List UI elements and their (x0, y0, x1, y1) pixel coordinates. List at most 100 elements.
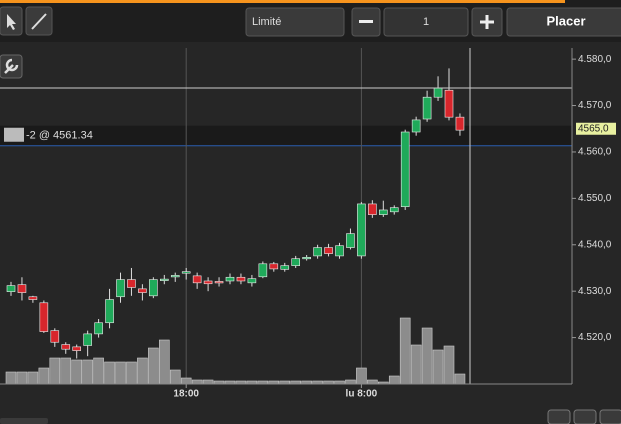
zoom-out-button[interactable] (573, 409, 597, 424)
candle-body (280, 265, 290, 270)
candle-body (50, 330, 60, 343)
candle-body (247, 278, 257, 284)
candle-body (357, 203, 366, 257)
volume-bar (421, 327, 433, 385)
y-tick-label: 4.570,0 (578, 100, 612, 111)
line-icon (31, 13, 47, 30)
zoom-in-button[interactable] (599, 409, 621, 424)
candle-body (138, 288, 147, 293)
candle-body (302, 257, 311, 260)
volume-bar (93, 357, 104, 385)
candle-body (105, 299, 114, 324)
candle-body (422, 96, 432, 120)
volume-bar (169, 369, 181, 385)
volume-bar (388, 375, 400, 385)
candle-body (225, 276, 235, 282)
candle-body (203, 280, 213, 285)
candle-body (127, 279, 136, 288)
candle-body (192, 275, 202, 284)
candle-body (411, 119, 421, 133)
last-price-label: 4565,0 (578, 123, 609, 134)
y-tick-label: 4.520,0 (578, 332, 612, 343)
minus-icon (359, 20, 373, 23)
candle-body (346, 233, 355, 248)
volume-bar (148, 347, 159, 385)
volume-bar (399, 317, 411, 385)
place-button[interactable] (506, 7, 621, 37)
volume-bar (432, 349, 444, 385)
wrench-icon (4, 58, 19, 74)
candle-body (160, 278, 169, 281)
volume-bar (60, 357, 72, 385)
candle-body (149, 279, 158, 297)
order-type-select[interactable] (245, 7, 345, 37)
candle-body (400, 131, 410, 208)
candle-body (181, 271, 191, 274)
volume-bar (356, 367, 367, 385)
volume-bar (27, 371, 39, 385)
volume-bar (49, 357, 61, 385)
y-tick-label: 4.540,0 (578, 239, 612, 250)
last-price-box (576, 122, 616, 135)
volume-bar (367, 379, 378, 385)
y-tick-label: 4.550,0 (578, 193, 612, 204)
candle-body (236, 276, 246, 282)
plus-icon (480, 15, 494, 29)
volume-bar (180, 377, 192, 385)
order-band (0, 125, 572, 146)
order-type: Limité (252, 16, 281, 28)
volume-bar (443, 345, 455, 385)
candle-body (378, 209, 388, 215)
candle-body (313, 247, 322, 257)
order-label: -2 @ 4561.34 (26, 130, 93, 142)
volume-bar (137, 357, 148, 385)
volume-bar (104, 361, 115, 385)
candle-body (368, 203, 377, 215)
candle-body (269, 263, 279, 270)
volume-bar (159, 339, 170, 385)
volume-bar (202, 379, 214, 385)
candle-body (170, 275, 180, 278)
x-tick-label: lu 8:00 (346, 389, 378, 400)
quantity-input[interactable] (383, 7, 469, 37)
accent-bar (0, 0, 565, 3)
y-tick-label: 4.530,0 (578, 286, 612, 297)
volume-bar (191, 379, 203, 385)
candle-body (94, 322, 103, 335)
candle-body (116, 279, 125, 298)
candle-body (83, 333, 92, 346)
candle-body (324, 247, 333, 254)
volume-bar (71, 359, 82, 385)
candle-body (335, 245, 344, 257)
candle-body (389, 207, 399, 213)
pointer-icon (7, 14, 16, 30)
volume-bar (5, 371, 17, 385)
volume-bar (410, 344, 422, 385)
volume-bar (82, 359, 93, 385)
candle-body (6, 285, 16, 292)
volume-bar (16, 371, 28, 385)
volume-bar (345, 379, 356, 385)
scroll-bar[interactable] (0, 418, 48, 424)
candle-body (72, 346, 81, 351)
candle-body (444, 89, 454, 118)
candle-body (39, 302, 49, 332)
back-button[interactable] (547, 409, 571, 424)
place-label: Placer (546, 13, 585, 28)
candle-body (61, 344, 71, 350)
volume-bar (38, 367, 50, 385)
y-tick-label: 4.560,0 (578, 147, 612, 158)
candle-body (258, 263, 268, 278)
candle-body (28, 296, 38, 300)
volume-bar (115, 361, 126, 385)
volume-bar (454, 373, 466, 385)
candle-body (17, 284, 27, 293)
candle-body (455, 116, 465, 131)
quantity: 1 (423, 16, 429, 28)
order-tag (4, 127, 24, 142)
candle-body (291, 258, 301, 266)
volume-bar (126, 361, 137, 385)
